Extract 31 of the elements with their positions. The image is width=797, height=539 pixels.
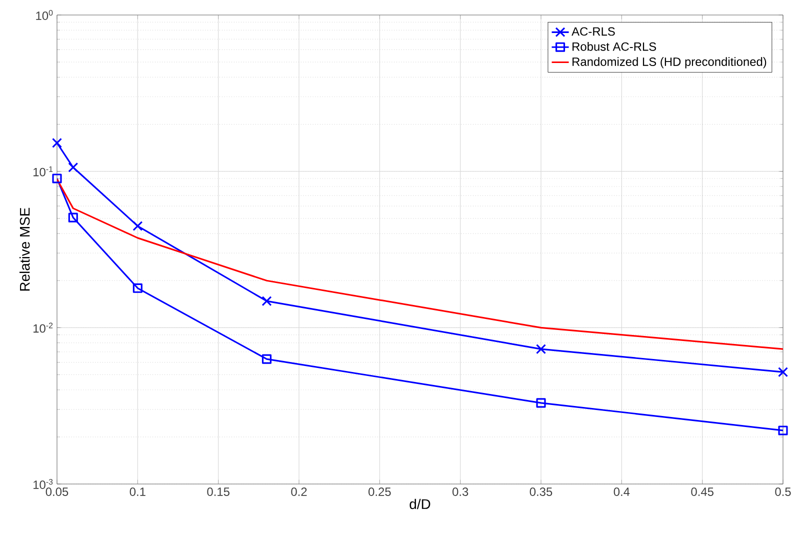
- point: [778, 367, 788, 378]
- point: [132, 220, 143, 232]
- x-tick-label: 0.1: [130, 488, 146, 496]
- point: [536, 344, 546, 354]
- point: [778, 426, 788, 436]
- legend-label: Randomized LS (HD preconditioned): [572, 57, 766, 68]
- y-axis-title: Relative MSE: [20, 208, 30, 291]
- y-tick-label: 10$^{0}$: [36, 10, 53, 20]
- point: [132, 283, 142, 293]
- line-series: [57, 178, 784, 350]
- x-axis-title: d/D: [410, 498, 430, 510]
- point: [68, 212, 78, 222]
- point: [68, 162, 78, 172]
- point: [262, 354, 272, 364]
- x-tick-label: 0.15: [207, 488, 230, 496]
- point: [52, 138, 62, 148]
- x-tick-label: 0.25: [368, 488, 391, 496]
- legend-label: Robust AC-RLS: [572, 42, 656, 51]
- x-tick-label: 0.35: [530, 488, 552, 496]
- x-tick-label: 0.4: [614, 488, 630, 496]
- point: [536, 398, 546, 408]
- x-tick-label: 0.3: [452, 488, 468, 496]
- x-tick-label: 0.5: [775, 488, 791, 496]
- point: [262, 296, 272, 306]
- x-tick-label: 0.45: [691, 488, 714, 496]
- point: [52, 174, 62, 184]
- y-tick-label: 10$^{-1}$: [34, 166, 53, 176]
- y-tick-label: 10$^{-2}$: [34, 322, 53, 333]
- x-tick-label: 0.2: [291, 488, 307, 496]
- x-tick-label: 0.05: [46, 488, 68, 496]
- legend-label: AC-RLS: [572, 27, 615, 36]
